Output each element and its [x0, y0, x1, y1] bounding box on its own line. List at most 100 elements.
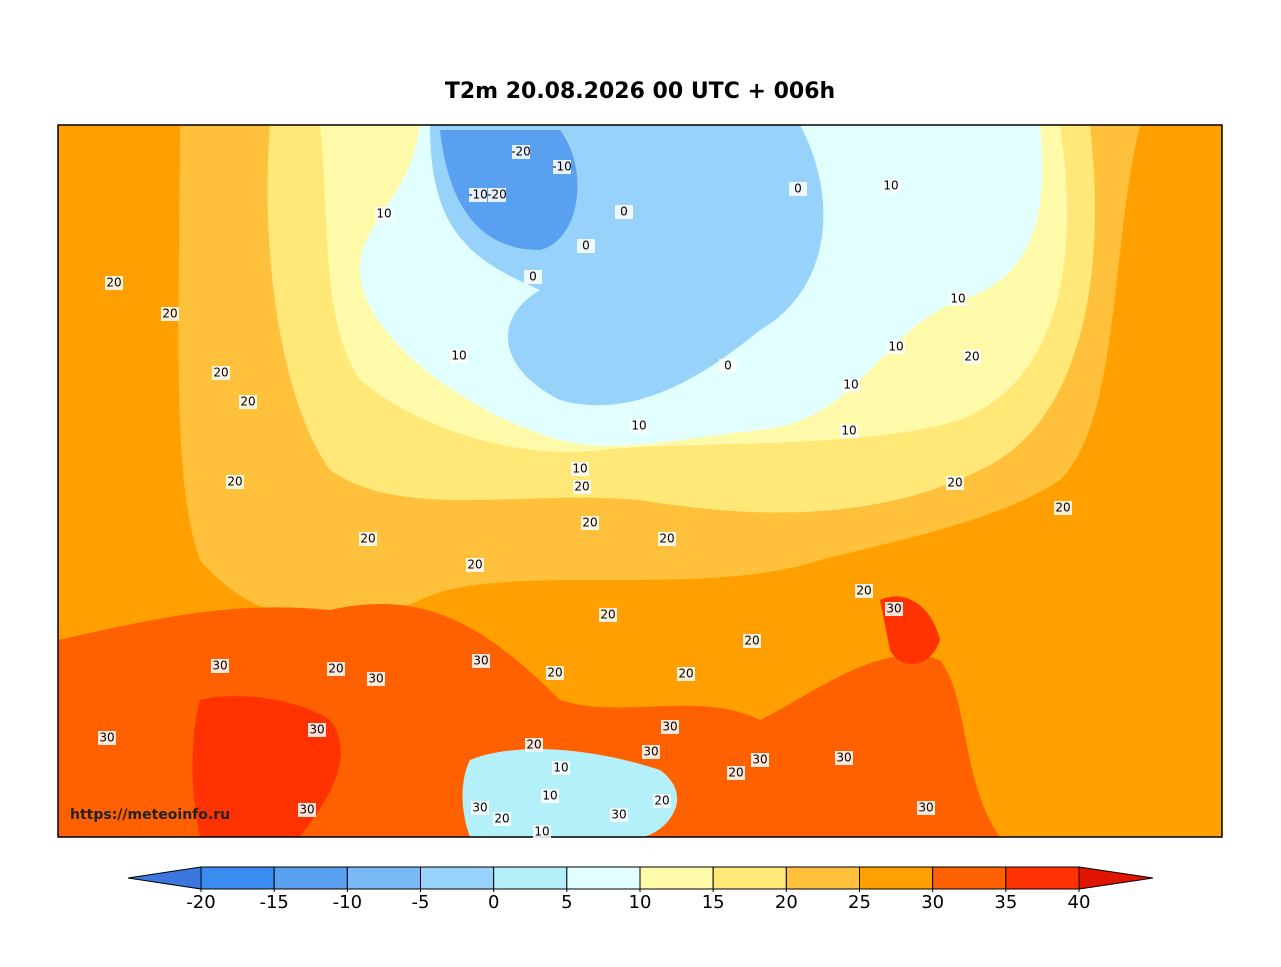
contour-label-bg — [359, 532, 377, 546]
contour-label-bg — [512, 145, 530, 159]
contour-label: 20 — [678, 667, 693, 681]
contour-label: 10 — [553, 761, 568, 775]
contour-label: -20 — [511, 145, 531, 159]
contour-label: 20 — [582, 516, 597, 530]
contour-label-bg — [552, 761, 570, 775]
contour-label: 10 — [572, 462, 587, 476]
contour-label: 20 — [947, 476, 962, 490]
contour-label: 20 — [547, 666, 562, 680]
colorbar-extend — [127, 866, 202, 890]
colorbar-tick-label: 10 — [629, 892, 652, 913]
contour-label-bg — [546, 666, 564, 680]
contour-label-bg — [727, 766, 745, 780]
contour-label-bg — [642, 745, 660, 759]
contour-label: 0 — [794, 182, 802, 196]
contour-label-bg — [610, 808, 628, 822]
contour-label-bg — [450, 349, 468, 363]
contour-label-bg — [1054, 501, 1072, 515]
contour-label-bg — [488, 188, 506, 202]
contour-label-bg — [789, 182, 807, 196]
colorbar-tick-label: -15 — [259, 892, 288, 913]
contour-label-bg — [885, 602, 903, 616]
contour-label: 20 — [240, 395, 255, 409]
contour-label: 20 — [728, 766, 743, 780]
contour-label: 20 — [162, 307, 177, 321]
contour-label: -10 — [468, 188, 488, 202]
contour-label-bg — [630, 419, 648, 433]
contour-label: 10 — [534, 825, 549, 839]
contour-label: -20 — [487, 188, 507, 202]
colorbar-cell — [273, 866, 348, 890]
contour-label: 20 — [526, 738, 541, 752]
contour-label: 20 — [574, 480, 589, 494]
watermark: https://meteoinfo.ru — [70, 807, 230, 823]
contour-label: 30 — [299, 803, 314, 817]
contour-label: 20 — [106, 276, 121, 290]
contour-label-bg — [615, 205, 633, 219]
contour-label-bg — [541, 789, 559, 803]
contour-label: 10 — [451, 349, 466, 363]
contour-label-bg — [743, 634, 761, 648]
contour-label-bg — [835, 751, 853, 765]
colorbar-cell — [420, 866, 495, 890]
contour-label: 20 — [328, 662, 343, 676]
contour-label: 30 — [309, 723, 324, 737]
contour-label-bg — [577, 239, 595, 253]
colorbar-tick-label: 40 — [1068, 892, 1091, 913]
colorbar-cell — [566, 866, 641, 890]
contour-label-bg — [553, 160, 571, 174]
contour-label: 20 — [856, 584, 871, 598]
contour-label: 30 — [752, 753, 767, 767]
contour-label: 20 — [659, 532, 674, 546]
contour-label-bg — [751, 753, 769, 767]
contour-label-bg — [161, 307, 179, 321]
contour-label: 20 — [1055, 501, 1070, 515]
colorbar-tick-label: -20 — [186, 892, 215, 913]
contour-label: 10 — [376, 207, 391, 221]
contour-label: 30 — [472, 801, 487, 815]
contour-label: 10 — [950, 292, 965, 306]
contour-label: 30 — [368, 672, 383, 686]
contour-label: 30 — [99, 731, 114, 745]
contour-label-bg — [946, 476, 964, 490]
colorbar-cell — [1005, 866, 1080, 890]
contour-label-bg — [840, 424, 858, 438]
contour-label: 0 — [582, 239, 590, 253]
contour-label-bg — [949, 292, 967, 306]
contour-label-bg — [661, 720, 679, 734]
contour-label-bg — [472, 654, 490, 668]
contour-label-bg — [327, 662, 345, 676]
colorbar-cell — [493, 866, 568, 890]
colorbar-cell — [346, 866, 422, 890]
contour-label-bg — [466, 558, 484, 572]
contour-label-bg — [226, 475, 244, 489]
contour-label-bg — [524, 270, 542, 284]
colorbar-cell — [859, 866, 934, 890]
colorbar-cell — [200, 866, 275, 890]
colorbar-cell — [785, 866, 860, 890]
contour-label-bg — [98, 731, 116, 745]
contour-label: 30 — [918, 801, 933, 815]
contour-label: 30 — [643, 745, 658, 759]
contour-label-bg — [658, 532, 676, 546]
contour-label: 10 — [843, 378, 858, 392]
contour-label-bg — [493, 812, 511, 826]
contour-label: 0 — [529, 270, 537, 284]
contour-label: 30 — [662, 720, 677, 734]
colorbar-tick-label: -5 — [412, 892, 430, 913]
contour-label: 20 — [494, 812, 509, 826]
contour-label: 0 — [620, 205, 628, 219]
colorbar-extend — [1078, 866, 1154, 890]
contour-label: 30 — [611, 808, 626, 822]
contour-label-bg — [573, 480, 591, 494]
contour-label-bg — [887, 340, 905, 354]
contour-label-bg — [525, 738, 543, 752]
contour-label-bg — [599, 608, 617, 622]
contour-label: 20 — [600, 608, 615, 622]
contour-label: -10 — [552, 160, 572, 174]
contour-label-bg — [882, 179, 900, 193]
contour-label: 10 — [888, 340, 903, 354]
contour-label: 10 — [542, 789, 557, 803]
contour-label-bg — [581, 516, 599, 530]
